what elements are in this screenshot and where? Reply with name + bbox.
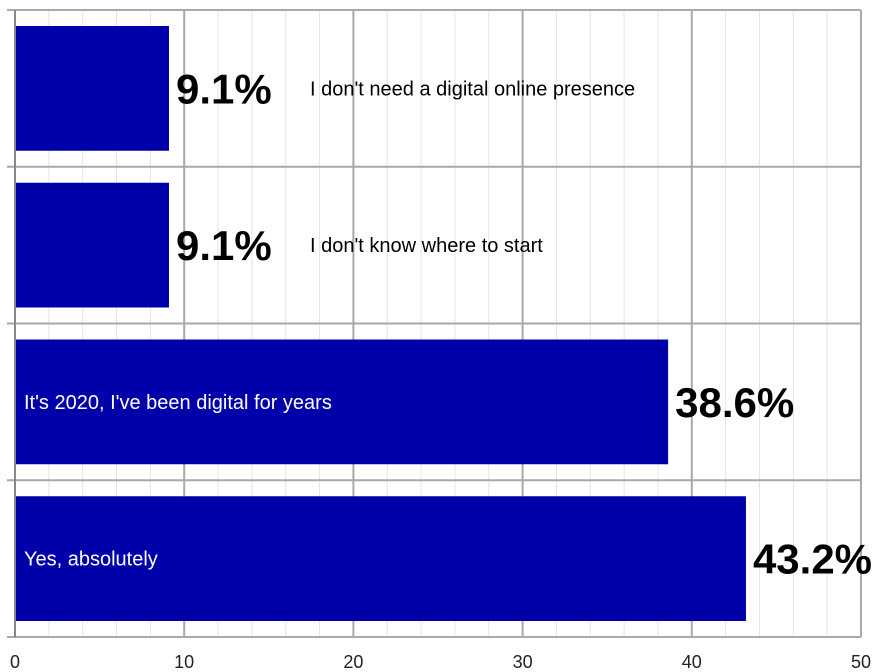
category-label-1: I don't need a digital online presence xyxy=(310,78,635,100)
bar-4 xyxy=(16,496,746,621)
x-tick-label-1: 10 xyxy=(174,652,194,672)
value-label-4: 43.2% xyxy=(753,536,872,583)
x-tick-label-4: 40 xyxy=(682,652,702,672)
bar-3 xyxy=(16,339,669,465)
category-label-3: It's 2020, I've been digital for years xyxy=(24,392,332,414)
x-axis: 0 10 20 30 40 50 xyxy=(10,10,871,672)
category-label-4: Yes, absolutely xyxy=(24,549,158,571)
bar-2 xyxy=(16,182,169,308)
x-tick-label-2: 20 xyxy=(343,652,363,672)
category-label-2: I don't know where to start xyxy=(310,235,543,257)
value-label-3: 38.6% xyxy=(675,379,794,426)
bars: 9.1% I don't need a digital online presen… xyxy=(16,26,872,621)
value-label-2: 9.1% xyxy=(176,222,272,269)
value-label-1: 9.1% xyxy=(176,65,272,112)
x-tick-label-0: 0 xyxy=(10,652,20,672)
bar-1 xyxy=(16,26,169,151)
x-tick-label-3: 30 xyxy=(513,652,533,672)
x-tick-label-5: 50 xyxy=(851,652,871,672)
